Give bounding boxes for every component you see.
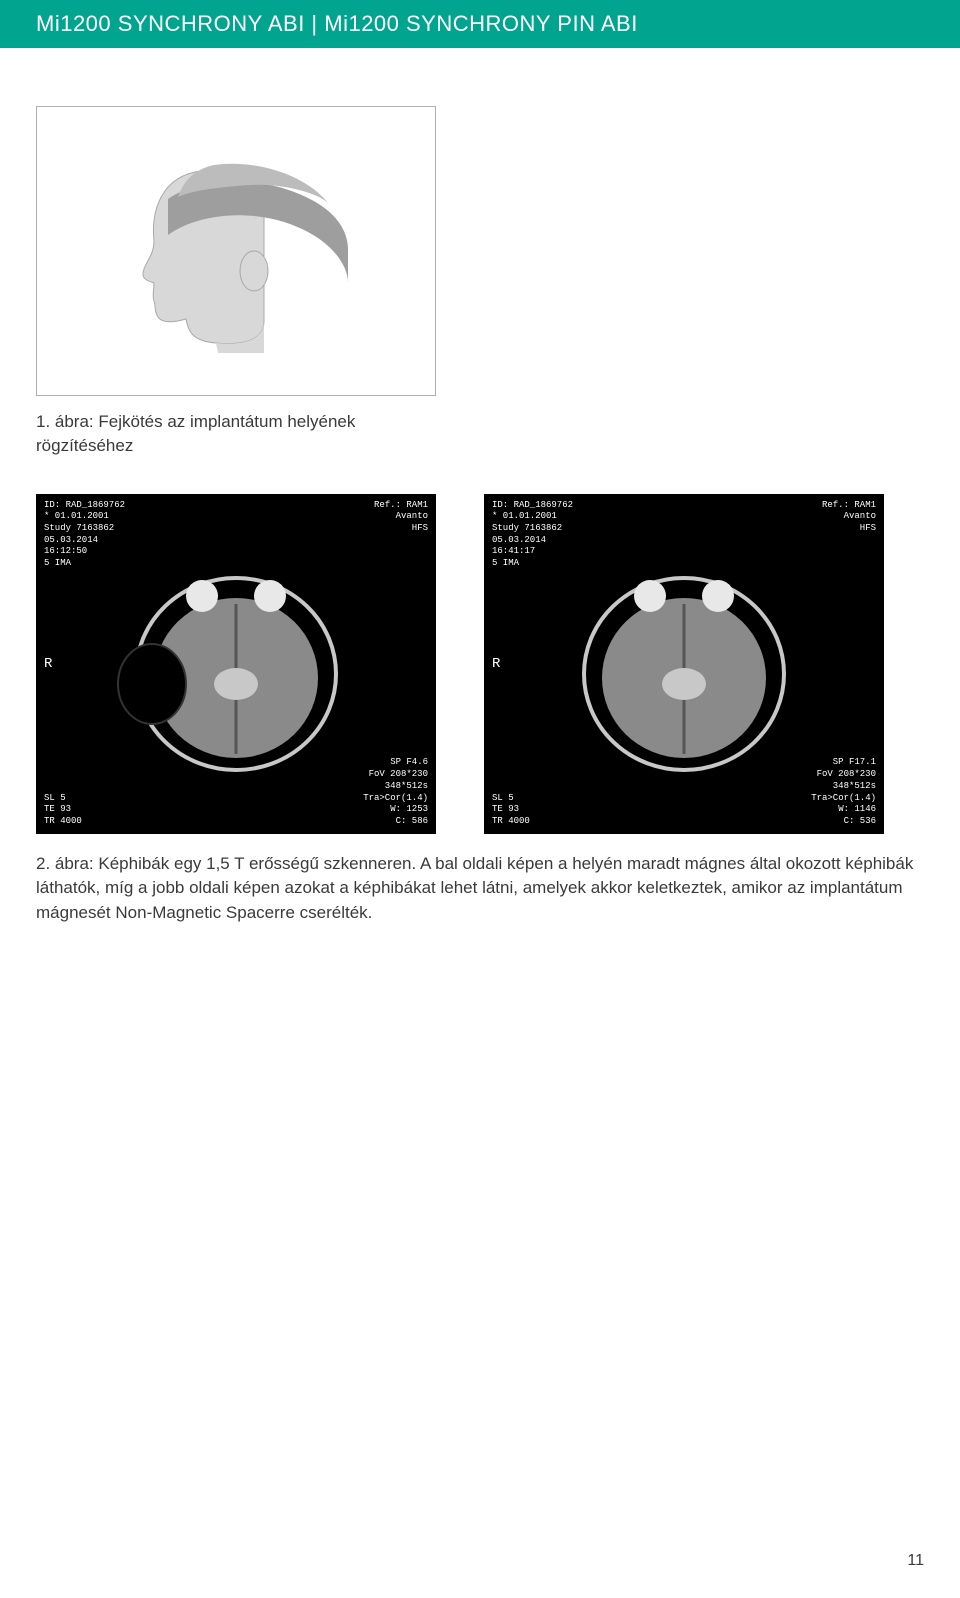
mri-right-topleft: ID: RAD_1869762* 01.01.2001Study 7163862… [492, 500, 573, 570]
mri-left-side: R [44, 655, 52, 673]
page-number: 11 [907, 1552, 924, 1570]
brain-right-svg [554, 534, 814, 794]
mri-left-topright: Ref.: RAM1AvantoHFS [374, 500, 428, 535]
figure-1-caption: 1. ábra: Fejkötés az implantátum helyéne… [36, 410, 456, 458]
mri-right-bottomright: SP F17.1FoV 208*230348*512sTra>Cor(1.4)W… [811, 757, 876, 827]
brain-left-svg [106, 534, 366, 794]
eye-right [254, 580, 286, 612]
mri-left-topleft: ID: RAD_1869762* 01.01.2001Study 7163862… [44, 500, 125, 570]
mri-right: ID: RAD_1869762* 01.01.2001Study 7163862… [484, 494, 884, 834]
head-illustration [106, 141, 366, 361]
mri-right-side: R [492, 655, 500, 673]
mri-right-bottomleft: SL 5TE 93TR 4000 [492, 793, 530, 828]
eye-left [186, 580, 218, 612]
header-bar: Mi1200 SYNCHRONY ABI | Mi1200 SYNCHRONY … [0, 0, 960, 48]
page-content: 1. ábra: Fejkötés az implantátum helyéne… [0, 48, 960, 926]
ventricle [214, 668, 258, 700]
header-title: Mi1200 SYNCHRONY ABI | Mi1200 SYNCHRONY … [36, 11, 638, 37]
mri-row: ID: RAD_1869762* 01.01.2001Study 7163862… [36, 494, 924, 834]
eye-right [702, 580, 734, 612]
mri-right-topright: Ref.: RAM1AvantoHFS [822, 500, 876, 535]
figure-2-caption: 2. ábra: Képhibák egy 1,5 T erősségű szk… [36, 852, 916, 926]
artifact-blob [118, 644, 186, 724]
eye-left [634, 580, 666, 612]
ear-shape [240, 251, 268, 291]
ventricle [662, 668, 706, 700]
mri-left-bottomright: SP F4.6FoV 208*230348*512sTra>Cor(1.4)W:… [363, 757, 428, 827]
mri-left-bottomleft: SL 5TE 93TR 4000 [44, 793, 82, 828]
mri-left: ID: RAD_1869762* 01.01.2001Study 7163862… [36, 494, 436, 834]
figure-1-box [36, 106, 436, 396]
